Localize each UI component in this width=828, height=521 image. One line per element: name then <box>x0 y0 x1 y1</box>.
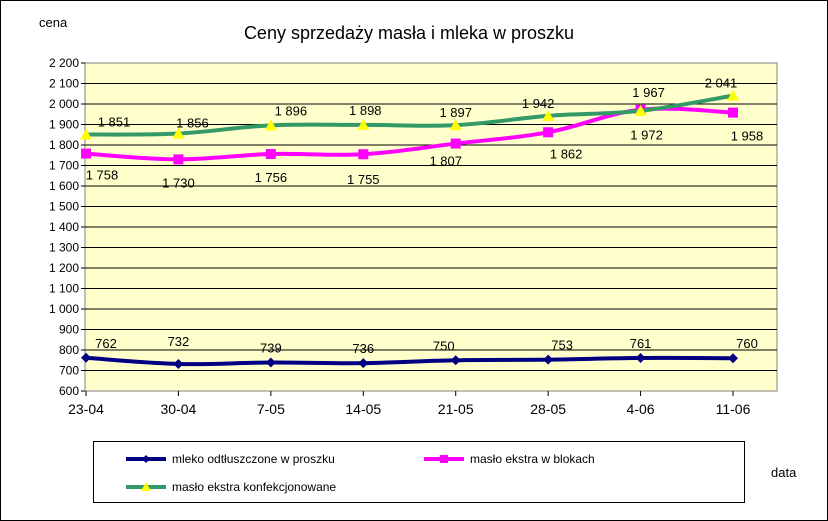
legend-label-series-2: masło ekstra konfekcjonowane <box>172 480 337 494</box>
series-2-point <box>264 119 277 131</box>
series-1-point <box>543 127 554 138</box>
data-label-series-2: 1 896 <box>275 103 308 118</box>
y-tick-label: 1 900 <box>49 118 79 132</box>
data-labels: 762 732 739 736 750 753 761 760 1 758 1 730 1 756 1… <box>86 76 764 357</box>
x-tick-label: 14-05 <box>345 401 381 417</box>
data-label-series-1: 1 755 <box>347 172 380 187</box>
y-tick-label: 900 <box>59 323 79 337</box>
series-0-point <box>173 358 184 369</box>
series-line-0 <box>85 355 734 367</box>
grid-lines <box>85 83 777 371</box>
series-1-point <box>265 149 276 160</box>
y-tick-label: 1 300 <box>49 241 79 255</box>
data-label-series-1: 1 958 <box>731 129 764 144</box>
data-label-series-2: 1 967 <box>632 85 665 100</box>
y-tick-label: 2 200 <box>49 56 79 70</box>
series-0-point <box>358 358 369 369</box>
data-label-series-0: 736 <box>352 341 374 356</box>
y-tick-label: 1 000 <box>49 302 79 316</box>
series-line-2 <box>85 93 734 137</box>
data-label-series-0: 753 <box>551 338 573 353</box>
chart-title: Ceny sprzedaży masła i mleka w proszku <box>244 23 574 43</box>
series-1-point <box>450 138 461 149</box>
series-0-point <box>728 353 738 364</box>
x-tick-label: 23-04 <box>68 401 104 417</box>
series-0-point <box>543 354 554 365</box>
data-label-series-0: 750 <box>433 338 455 353</box>
data-label-series-2: 1 898 <box>349 103 382 118</box>
data-label-series-0: 762 <box>95 336 117 351</box>
legend-label-series-1: masło ekstra w blokach <box>470 452 595 466</box>
series-0-point <box>635 352 646 363</box>
legend-marker-series-1 <box>424 455 464 463</box>
y-tick-label: 2 000 <box>49 97 79 111</box>
y-tick-label: 1 100 <box>49 282 79 296</box>
legend-label-series-0: mleko odtłuszczone w proszku <box>172 452 335 466</box>
data-label-series-2: 2 041 <box>705 76 738 91</box>
y-tick-label: 1 500 <box>49 200 79 214</box>
series-2-point <box>172 127 185 139</box>
y-tick-label: 600 <box>59 384 79 398</box>
y-tick-label: 2 100 <box>49 77 79 91</box>
x-tick-label: 21-05 <box>438 401 474 417</box>
y-tick-label: 1 400 <box>49 220 79 234</box>
series-1-point <box>358 149 369 160</box>
series-1-point <box>728 107 738 118</box>
data-label-series-1: 1 807 <box>429 154 462 169</box>
data-label-series-2: 1 856 <box>176 116 209 131</box>
legend-marker-series-0 <box>126 455 166 463</box>
legend-marker-series-2 <box>126 482 166 491</box>
y-tick-label: 1 800 <box>49 138 79 152</box>
y-tick-label: 1 600 <box>49 179 79 193</box>
data-label-series-0: 761 <box>630 336 652 351</box>
x-tick-label: 11-06 <box>716 401 751 417</box>
data-label-series-0: 739 <box>260 341 282 356</box>
series-1-point <box>81 148 91 159</box>
series-2-point <box>449 119 462 131</box>
series-1-point <box>173 154 184 165</box>
x-tick-label: 7-05 <box>257 401 285 417</box>
x-axis-label: data <box>771 465 797 480</box>
data-label-series-1: 1 862 <box>550 146 583 161</box>
series-0-point <box>450 355 461 366</box>
data-label-series-2: 1 897 <box>439 105 472 120</box>
y-tick-label: 1 200 <box>49 261 79 275</box>
series-2-point <box>80 128 92 140</box>
data-label-series-2: 1 942 <box>522 96 555 111</box>
x-tick-label: 30-04 <box>161 401 197 417</box>
y-tick-label: 800 <box>59 343 79 357</box>
x-axis-ticks: 23-04 30-04 7-05 14-05 21-05 28-05 4-06 11-06 <box>68 391 751 417</box>
y-axis-ticks: 600 700 800 900 1 000 1 100 1 200 1 300 1 400 1 5… <box>49 56 85 398</box>
data-label-series-0: 760 <box>736 336 758 351</box>
data-label-series-1: 1 758 <box>86 168 119 183</box>
series-2-point <box>542 109 555 121</box>
data-label-series-1: 1 730 <box>162 175 195 190</box>
data-label-series-1: 1 756 <box>255 170 288 185</box>
series-2-point <box>357 118 370 130</box>
y-tick-label: 1 700 <box>49 159 79 173</box>
y-axis-label: cena <box>39 15 68 30</box>
series-2-point <box>634 104 647 116</box>
series-0-point <box>265 357 276 368</box>
data-label-series-2: 1 851 <box>98 115 131 130</box>
series-2-point <box>727 89 739 101</box>
x-tick-label: 4-06 <box>627 401 655 417</box>
x-tick-label: 28-05 <box>530 401 566 417</box>
data-label-series-0: 732 <box>168 334 190 349</box>
legend: mleko odtłuszczone w proszku masło ekstr… <box>93 441 745 503</box>
y-tick-label: 700 <box>59 364 79 378</box>
series-0-point <box>81 352 91 363</box>
series-layer <box>80 89 739 369</box>
data-label-series-1: 1 972 <box>630 128 663 143</box>
